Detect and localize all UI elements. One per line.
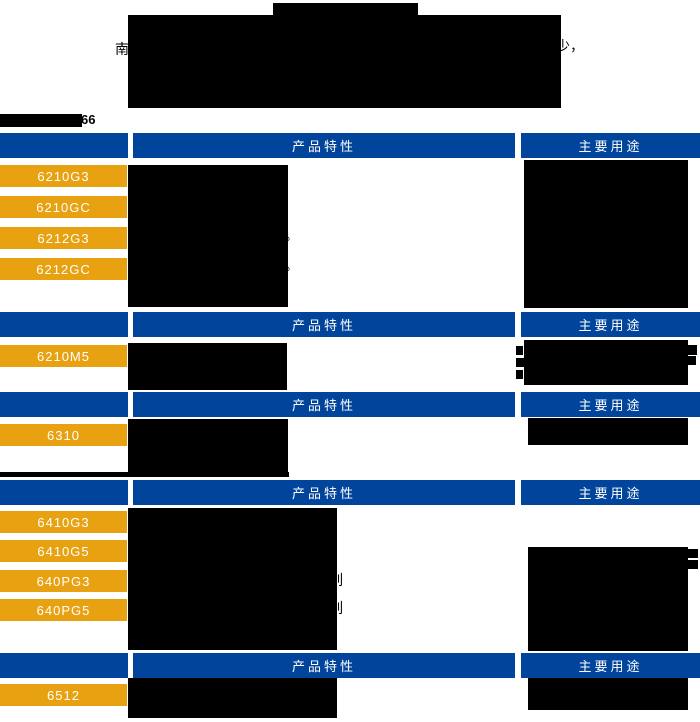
product-code-6210GC: 6210GC: [0, 196, 127, 218]
redacted-features-block: [128, 419, 288, 472]
product-code-6212GC: 6212GC: [0, 258, 127, 280]
features-column-header: 产品特性: [133, 133, 515, 158]
uses-column-header: 主要用途: [521, 480, 700, 505]
product-code-6210G3: 6210G3: [0, 165, 127, 187]
redacted-features-block: [128, 508, 337, 650]
product-code-6512: 6512: [0, 684, 127, 706]
redacted-uses-block: [524, 340, 688, 385]
uses-column-header: 主要用途: [521, 312, 700, 337]
redacted-uses-block: [528, 547, 688, 651]
redaction-artifact: [688, 356, 696, 365]
uses-column-header: 主要用途: [521, 392, 700, 417]
features-column-header: 产品特性: [133, 653, 515, 678]
redaction-artifact: [688, 345, 697, 355]
features-column-header: 产品特性: [133, 392, 515, 417]
redaction-artifact: [516, 358, 524, 367]
redacted-title-block: [273, 3, 418, 16]
redacted-paragraph-block: [128, 15, 561, 108]
uses-column-header: 主要用途: [521, 133, 700, 158]
redacted-heading-bar: [0, 114, 82, 127]
model-column-header: [0, 392, 128, 417]
product-code-6310: 6310: [0, 424, 127, 446]
redaction-strip: [0, 472, 289, 477]
product-code-6410G5: 6410G5: [0, 540, 127, 562]
intro-text-fragment-right: 少，: [556, 39, 584, 55]
uses-column-header: 主要用途: [521, 653, 700, 678]
redaction-artifact: [516, 346, 523, 355]
redaction-artifact: [516, 370, 523, 379]
redacted-uses-block: [528, 678, 688, 710]
redacted-features-block: [128, 343, 287, 390]
product-code-640PG3: 640PG3: [0, 570, 127, 592]
redacted-features-block: [128, 165, 288, 307]
heading-number-fragment: 66: [81, 112, 96, 127]
product-code-640PG5: 640PG5: [0, 599, 127, 621]
redacted-uses-block: [528, 418, 688, 445]
redaction-artifact: [688, 560, 698, 569]
model-column-header: [0, 133, 128, 158]
model-column-header: [0, 480, 128, 505]
redacted-features-block: [128, 678, 337, 718]
features-column-header: 产品特性: [133, 312, 515, 337]
product-code-6410G3: 6410G3: [0, 511, 127, 533]
model-column-header: [0, 653, 128, 678]
features-column-header: 产品特性: [133, 480, 515, 505]
redacted-uses-block: [524, 160, 688, 308]
model-column-header: [0, 312, 128, 337]
redaction-artifact: [688, 549, 698, 558]
product-code-6210M5: 6210M5: [0, 345, 127, 367]
product-code-6212G3: 6212G3: [0, 227, 127, 249]
intro-text-fragment-left: 南: [115, 42, 129, 58]
